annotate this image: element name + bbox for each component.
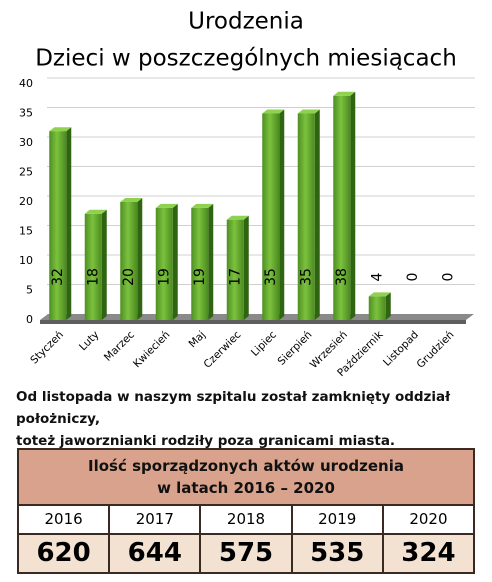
bar-top [226,215,249,220]
bar-side [350,91,356,320]
value-label: 17 [227,268,243,286]
bar-top [49,127,72,132]
bar [120,202,138,320]
bar [155,207,173,320]
y-tick-label: 25 [19,166,33,179]
floor-edge [40,320,466,324]
x-tick-label: Luty [77,329,102,354]
value-label: 18 [85,268,101,286]
value-cell: 575 [201,535,293,572]
bar-side [137,198,143,320]
y-tick-label: 10 [19,254,33,267]
x-tick-label: Kwiecień [131,329,172,370]
bar-side [314,109,320,320]
value-label: 35 [263,268,279,286]
x-tick-label: Czerwiec [202,329,244,371]
floor [40,314,474,320]
value-cell: 644 [110,535,202,572]
value-row: 620 644 575 535 324 [19,535,474,572]
bar-top [297,109,320,114]
x-tick-label: Grudzień [415,329,457,371]
bar-side [66,127,72,320]
y-tick-label: 30 [19,136,33,149]
x-tick-label: Styczeń [28,329,66,367]
bar [262,113,280,320]
value-label: 4 [369,272,385,281]
bar-top [155,203,178,208]
header-row: 2016 2017 2018 2019 2020 [19,506,474,535]
bar-side [101,209,107,320]
bar [333,95,351,320]
bar [49,131,67,320]
bar [84,213,102,320]
bar-top [120,198,143,202]
bar-top [84,209,107,214]
bar [191,207,209,320]
x-tick-label: Lipiec [249,329,279,359]
value-cell: 620 [19,535,111,572]
header-cell: 2018 [201,506,293,533]
y-tick-label: 0 [26,313,33,326]
value-label: 35 [298,268,314,286]
value-cell: 324 [383,535,474,572]
header-cell: 2019 [292,506,384,533]
y-tick-label: 5 [26,284,33,297]
table-title-line: w latach 2016 – 2020 [157,479,335,497]
note-line: toteż jaworznianki rodziły poza granicam… [16,433,396,449]
header-cell: 2020 [383,506,474,533]
value-label: 38 [334,268,350,286]
y-tick-label: 20 [19,195,33,208]
value-label: 32 [50,268,66,286]
value-label: 0 [440,273,456,282]
x-tick-label: Maj [186,329,208,351]
y-tick-label: 40 [19,77,33,90]
table-title: Ilość sporządzonych aktów urodzenia w la… [19,450,473,506]
value-label: 19 [192,268,208,286]
bar-top [191,203,214,208]
bar [297,113,315,320]
chart-subtitle: Dzieci w poszczególnych miesiącach [35,46,457,72]
table: Ilość sporządzonych aktów urodzenia w la… [17,448,475,574]
x-tick-label: Marzec [102,329,137,364]
bar [368,296,386,320]
note: Od listopada w naszym szpitalu został za… [16,386,486,452]
value-label: 19 [156,268,172,286]
header-cell: 2017 [110,506,202,533]
y-tick-label: 35 [19,107,33,120]
y-tick-label: 15 [19,225,33,238]
value-label: 20 [121,268,137,286]
table-title-line: Ilość sporządzonych aktów urodzenia [88,457,404,475]
note-line: Od listopada w naszym szpitalu został za… [16,389,451,427]
chart-title: Urodzenia [188,9,304,35]
bar-top [333,91,356,96]
value-label: 0 [405,273,421,282]
header-cell: 2016 [19,506,111,533]
bar-top [368,292,391,297]
bar [226,219,244,320]
value-cell: 535 [292,535,384,572]
bar-side [172,203,178,320]
bar-top [262,109,285,114]
bar-side [208,203,214,320]
bar-side [243,215,249,320]
chart: Urodzenia Dzieci w poszczególnych miesią… [19,9,475,379]
bar-side [385,292,391,320]
bar-side [279,109,285,320]
